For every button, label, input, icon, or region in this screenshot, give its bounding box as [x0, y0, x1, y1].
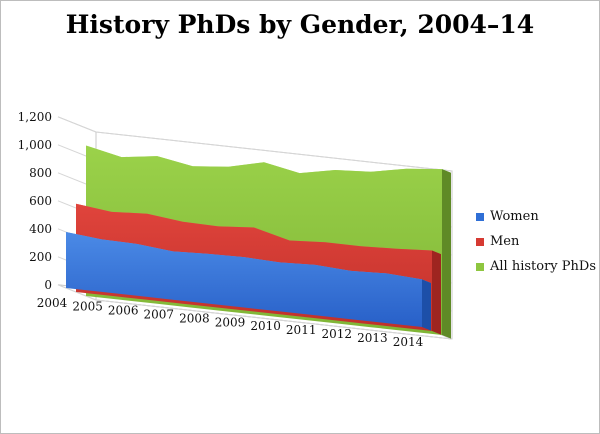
series-end-cap: [422, 279, 431, 331]
x-tick-label: 2008: [179, 311, 210, 325]
gridline-side: [57, 284, 97, 301]
legend: Women Men All history PhDs: [476, 204, 596, 279]
y-tick-label: 600: [29, 194, 52, 208]
x-tick-label: 2005: [72, 300, 103, 314]
series-front-face: [66, 232, 422, 327]
gridline: [95, 131, 453, 172]
legend-item-all: All history PhDs: [476, 254, 596, 279]
y-tick-label: 0: [44, 278, 52, 292]
gridline: [95, 299, 453, 340]
legend-swatch-all: [476, 262, 484, 271]
x-tick-label: 2010: [250, 319, 281, 333]
legend-item-men: Men: [476, 229, 596, 254]
x-tick-label: 2014: [393, 335, 424, 349]
legend-item-women: Women: [476, 204, 596, 229]
legend-swatch-men: [476, 237, 484, 246]
series-end-cap: [442, 169, 451, 339]
series-end-cap: [432, 250, 441, 335]
x-tick-label: 2012: [322, 327, 353, 341]
y-axis: 0 200 400 600 800 1,000 1,200: [18, 110, 52, 292]
chart-title: History PhDs by Gender, 2004–14: [65, 10, 535, 39]
series-layer: [66, 145, 451, 339]
x-tick-label: 2006: [108, 304, 139, 318]
legend-label-men: Men: [490, 234, 520, 249]
x-tick-label: 2013: [357, 331, 388, 345]
legend-swatch-women: [476, 212, 484, 221]
series-0: [66, 232, 431, 331]
legend-label-women: Women: [490, 209, 539, 224]
x-tick-label: 2007: [144, 308, 175, 322]
x-tick-label: 2004: [37, 296, 68, 310]
y-tick-label: 1,200: [18, 110, 52, 124]
x-tick-label: 2009: [215, 315, 246, 329]
legend-label-all: All history PhDs: [490, 259, 596, 274]
y-tick-label: 400: [29, 222, 52, 236]
y-tick-label: 200: [29, 250, 52, 264]
x-axis: 2004 2005 2006 2007 2008 2009 2010 2011 2012 2013…: [37, 296, 424, 349]
x-tick-label: 2011: [286, 323, 317, 337]
y-tick-label: 1,000: [18, 138, 52, 152]
gridline-side: [57, 116, 97, 133]
y-tick-label: 800: [29, 166, 52, 180]
